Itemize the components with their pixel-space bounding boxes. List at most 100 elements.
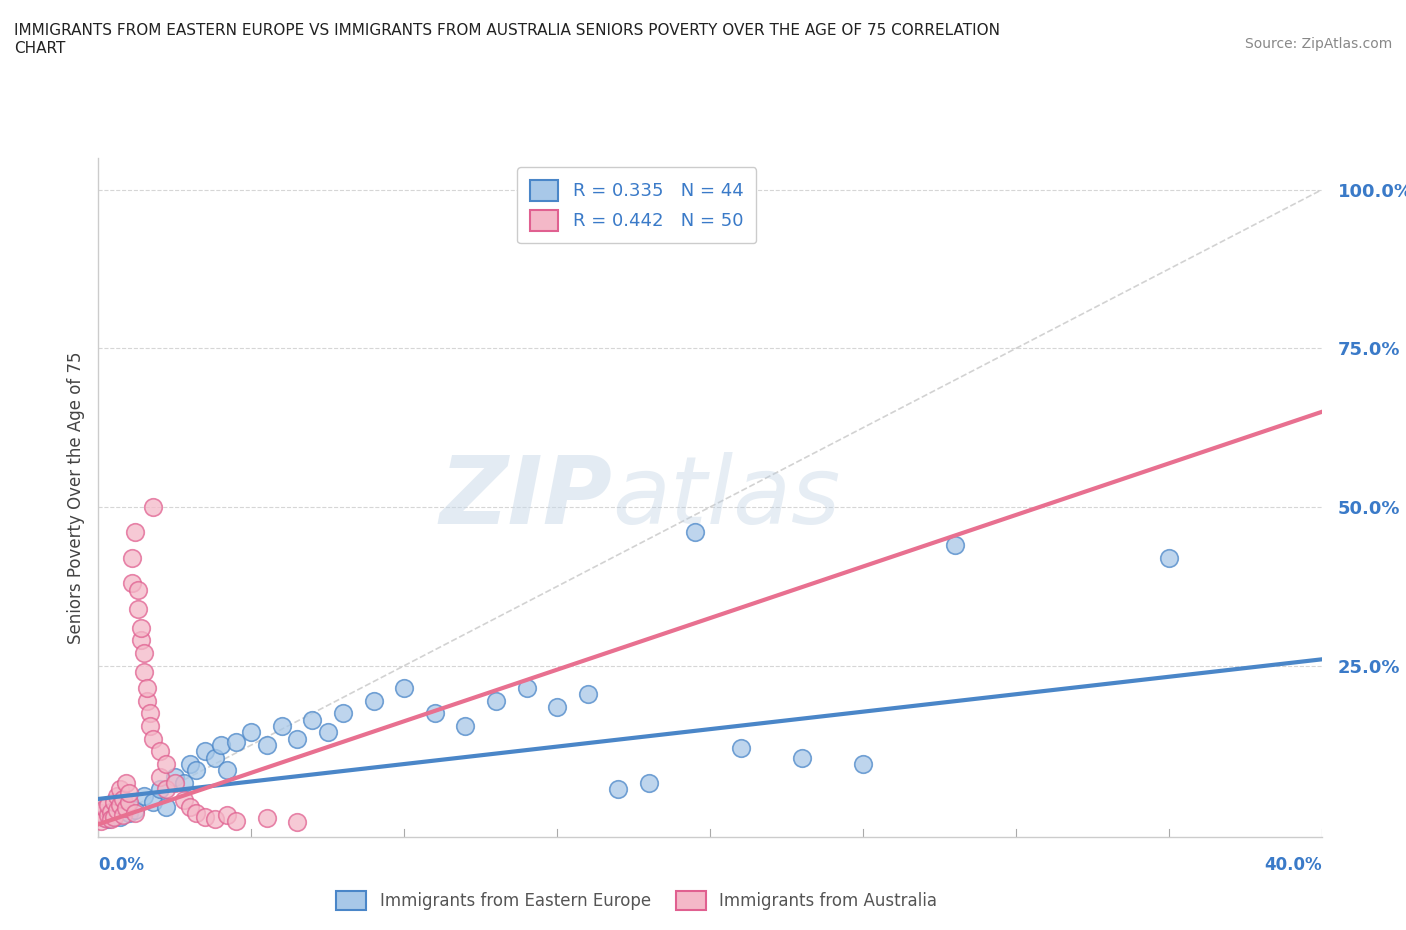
Point xyxy=(546,699,568,714)
Point xyxy=(155,757,177,772)
Point xyxy=(105,803,128,817)
Point xyxy=(179,757,201,772)
Point xyxy=(285,815,308,830)
Point xyxy=(124,803,146,817)
Point xyxy=(285,731,308,746)
Point xyxy=(194,809,217,824)
Point xyxy=(97,798,120,813)
Point xyxy=(127,582,149,597)
Point xyxy=(105,789,128,804)
Point xyxy=(108,798,131,813)
Point xyxy=(134,789,156,804)
Point xyxy=(186,805,208,820)
Point xyxy=(1157,551,1180,565)
Point xyxy=(270,719,292,734)
Point xyxy=(118,785,141,800)
Point xyxy=(127,601,149,616)
Text: IMMIGRANTS FROM EASTERN EUROPE VS IMMIGRANTS FROM AUSTRALIA SENIORS POVERTY OVER: IMMIGRANTS FROM EASTERN EUROPE VS IMMIGR… xyxy=(14,23,1000,56)
Point xyxy=(93,801,115,816)
Point xyxy=(136,681,159,696)
Point xyxy=(173,776,195,790)
Point xyxy=(516,681,538,696)
Text: 40.0%: 40.0% xyxy=(1264,856,1322,873)
Point xyxy=(100,804,122,819)
Point xyxy=(215,807,238,822)
Point xyxy=(93,811,115,826)
Point xyxy=(111,801,134,816)
Point xyxy=(155,799,177,814)
Point xyxy=(129,633,152,648)
Point xyxy=(97,812,120,827)
Point xyxy=(139,706,162,721)
Point xyxy=(149,744,172,759)
Point xyxy=(90,807,112,822)
Point xyxy=(637,776,661,790)
Point xyxy=(163,769,186,784)
Text: Source: ZipAtlas.com: Source: ZipAtlas.com xyxy=(1244,37,1392,51)
Point xyxy=(485,693,508,708)
Point xyxy=(454,719,477,734)
Point xyxy=(215,763,238,777)
Point xyxy=(97,807,120,822)
Point xyxy=(90,814,112,829)
Point xyxy=(943,538,966,552)
Point xyxy=(363,693,385,708)
Point xyxy=(134,665,156,680)
Point xyxy=(209,737,232,752)
Point xyxy=(142,794,165,809)
Point xyxy=(129,620,152,635)
Point xyxy=(108,809,131,824)
Y-axis label: Seniors Poverty Over the Age of 75: Seniors Poverty Over the Age of 75 xyxy=(66,352,84,644)
Point xyxy=(423,706,446,721)
Point xyxy=(115,801,138,816)
Point xyxy=(93,811,115,826)
Point xyxy=(149,769,172,784)
Point xyxy=(155,782,177,797)
Point xyxy=(204,751,226,765)
Point xyxy=(134,645,156,660)
Point xyxy=(142,731,165,746)
Point xyxy=(256,737,278,752)
Point xyxy=(118,805,141,820)
Point xyxy=(124,525,146,540)
Point xyxy=(136,693,159,708)
Point xyxy=(301,712,323,727)
Point xyxy=(194,744,217,759)
Point xyxy=(124,805,146,820)
Text: atlas: atlas xyxy=(612,452,841,543)
Point xyxy=(111,791,134,806)
Point xyxy=(186,763,208,777)
Point xyxy=(149,782,172,797)
Legend: Immigrants from Eastern Europe, Immigrants from Australia: Immigrants from Eastern Europe, Immigran… xyxy=(329,884,943,917)
Point xyxy=(240,724,263,739)
Point xyxy=(576,686,599,701)
Point xyxy=(607,782,630,797)
Point xyxy=(316,724,339,739)
Point xyxy=(100,812,122,827)
Point xyxy=(103,805,125,820)
Point xyxy=(790,751,813,765)
Text: 0.0%: 0.0% xyxy=(98,856,145,873)
Point xyxy=(204,812,226,827)
Point xyxy=(142,499,165,514)
Point xyxy=(256,811,278,826)
Point xyxy=(103,809,125,824)
Point xyxy=(115,776,138,790)
Point xyxy=(139,719,162,734)
Point xyxy=(121,551,143,565)
Point xyxy=(225,814,247,829)
Point xyxy=(730,740,752,755)
Point xyxy=(163,776,186,790)
Text: ZIP: ZIP xyxy=(439,452,612,543)
Point xyxy=(683,525,706,540)
Point xyxy=(225,735,247,750)
Point xyxy=(90,805,112,820)
Point xyxy=(108,782,131,797)
Point xyxy=(103,794,125,809)
Point xyxy=(118,794,141,809)
Point xyxy=(111,807,134,822)
Point xyxy=(121,576,143,591)
Point xyxy=(852,757,875,772)
Point xyxy=(392,681,416,696)
Point xyxy=(332,706,354,721)
